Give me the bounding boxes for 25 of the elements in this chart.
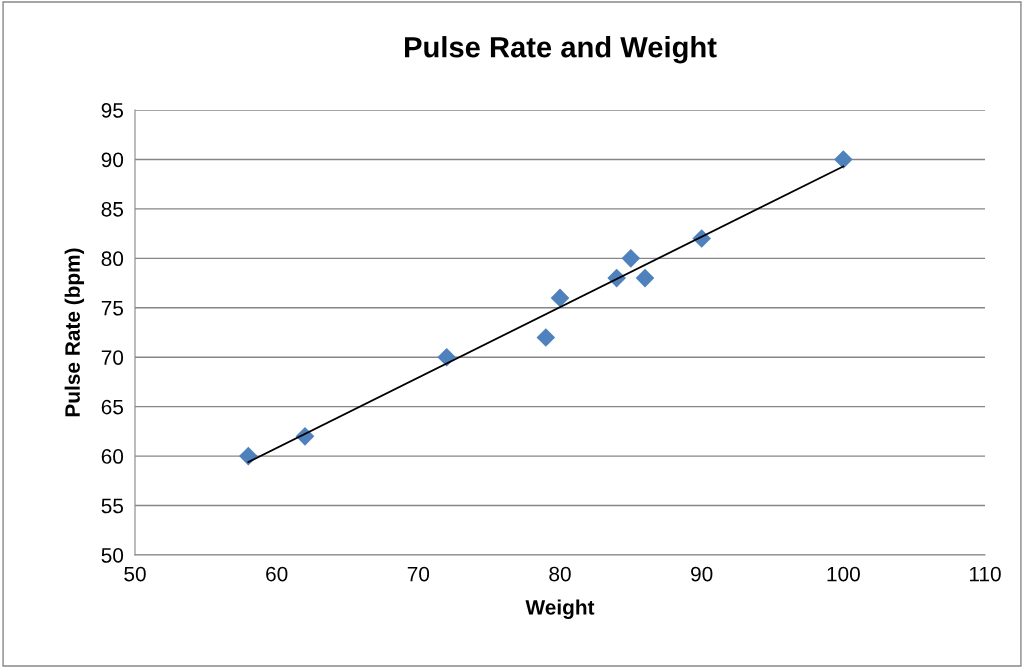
y-tick-label: 50 xyxy=(101,548,124,563)
x-tick-label: 80 xyxy=(549,566,571,582)
point xyxy=(621,249,641,268)
y-tick-label: 85 xyxy=(101,201,124,217)
x-tick-label: 110 xyxy=(969,566,1001,582)
x-tick-label: 60 xyxy=(266,566,288,582)
x-tick-label: 90 xyxy=(691,566,713,582)
x-tick-label: 50 xyxy=(124,566,146,582)
y-tick-label: 60 xyxy=(101,449,124,464)
point xyxy=(550,288,570,308)
y-tick-label: 65 xyxy=(101,399,124,415)
chart-title: Pulse Rate and Weight xyxy=(405,36,717,64)
x-tick-label: 70 xyxy=(407,566,430,582)
y-tick-label: 55 xyxy=(101,498,124,514)
y-tick-label: 75 xyxy=(101,300,124,316)
y-axis-title: Pulse Rate (bpm) xyxy=(64,248,85,417)
y-tick-label: 95 xyxy=(101,103,124,118)
y-tick-label: 70 xyxy=(101,350,124,365)
x-tick-label: 100 xyxy=(827,566,860,582)
y-tick-label: 90 xyxy=(101,152,124,168)
y-tick-label: 80 xyxy=(101,251,124,267)
point xyxy=(635,268,655,288)
point xyxy=(834,150,853,169)
point xyxy=(536,328,556,347)
x-axis-title: Weight xyxy=(525,599,595,619)
